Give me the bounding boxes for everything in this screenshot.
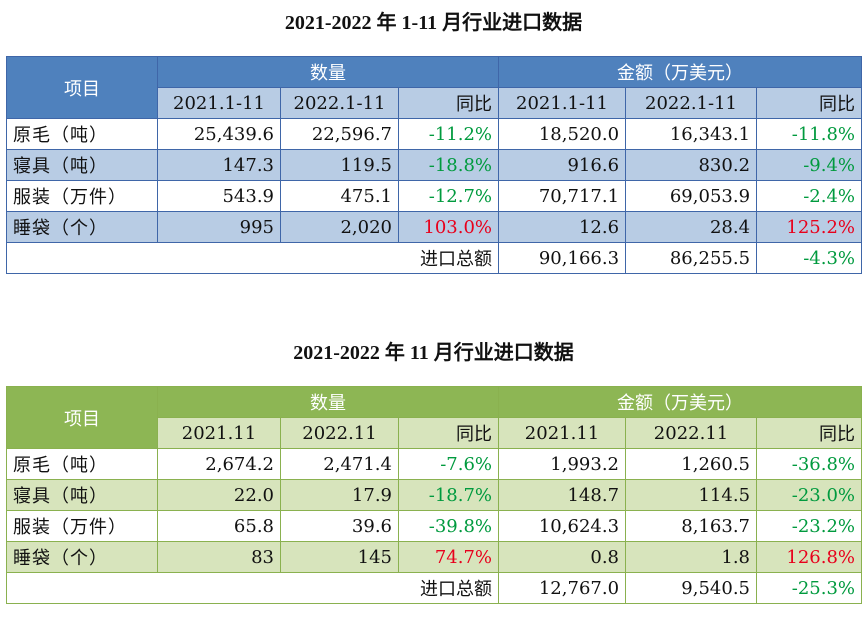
total-row: 进口总额 12,767.0 9,540.5 -25.3% [5,572,863,604]
quantity-yoy: -7.6% [397,448,500,480]
quantity-prev: 995 [157,211,281,243]
quantity-prev: 65.8 [157,510,281,542]
col-curr-amount: 2022.1-11 [625,87,758,119]
amount-curr: 8,163.7 [625,510,758,542]
amount-yoy: -11.8% [756,118,863,150]
quantity-yoy: 103.0% [397,211,500,243]
total-row: 进口总额 90,166.3 86,255.5 -4.3% [5,242,863,274]
quantity-curr: 17.9 [280,479,399,511]
quantity-group-header: 数量 [156,386,500,418]
amount-prev: 10,624.3 [498,510,627,542]
amount-curr: 16,343.1 [625,118,758,150]
amount-yoy: -9.4% [756,149,863,181]
row-item: 原毛（吨） [6,448,158,480]
quantity-curr: 2,471.4 [280,448,399,480]
col-prev-amount: 2021.1-11 [498,87,627,119]
table-row: 服装（万件） 65.8 39.6 -39.8% 10,624.3 8,163.7… [6,510,863,542]
item-header: 项目 [6,56,158,119]
total-label: 进口总额 [5,572,500,604]
table1-title: 2021-2022 年 1-11 月行业进口数据 [284,12,583,34]
quantity-group-header: 数量 [156,56,500,88]
quantity-prev: 543.9 [157,180,281,212]
table-row: 寝具（吨） 147.3 119.5 -18.8% 916.6 830.2 -9.… [6,149,863,181]
amount-yoy: -23.0% [756,479,863,511]
quantity-prev: 83 [157,541,281,573]
quantity-curr: 475.1 [280,180,399,212]
amount-yoy: 126.8% [756,541,863,573]
table-row: 服装（万件） 543.9 475.1 -12.7% 70,717.1 69,05… [6,180,863,212]
row-item: 睡袋（个） [6,211,158,243]
col-yoy-amount: 同比 [756,417,863,449]
col-yoy-amount: 同比 [756,87,863,119]
total-amount-curr: 9,540.5 [625,572,758,604]
table-row: 寝具（吨） 22.0 17.9 -18.7% 148.7 114.5 -23.0… [6,479,863,511]
col-curr-quantity: 2022.1-11 [280,87,399,119]
quantity-yoy: 74.7% [397,541,500,573]
quantity-yoy: -39.8% [397,510,500,542]
amount-prev: 148.7 [498,479,627,511]
quantity-curr: 39.6 [280,510,399,542]
col-curr-quantity: 2022.11 [280,417,399,449]
quantity-curr: 2,020 [280,211,399,243]
table2-import-data-nov: 项目 数量 金额（万美元） 2021.11 2022.11 同比 2021.11… [5,386,863,604]
row-item: 寝具（吨） [6,149,158,181]
amount-yoy: -23.2% [756,510,863,542]
col-curr-amount: 2022.11 [625,417,758,449]
table-row: 原毛（吨） 25,439.6 22,596.7 -11.2% 18,520.0 … [6,118,863,150]
row-item: 原毛（吨） [6,118,158,150]
quantity-curr: 22,596.7 [280,118,399,150]
total-amount-yoy: -25.3% [756,572,863,604]
col-prev-quantity: 2021.1-11 [157,87,281,119]
col-yoy-quantity: 同比 [397,417,500,449]
amount-curr: 69,053.9 [625,180,758,212]
quantity-yoy: -11.2% [397,118,500,150]
amount-group-header: 金额（万美元） [498,56,863,88]
row-item: 服装（万件） [6,180,158,212]
col-yoy-quantity: 同比 [397,87,500,119]
table-row: 睡袋（个） 83 145 74.7% 0.8 1.8 126.8% [6,541,863,573]
col-prev-amount: 2021.11 [498,417,627,449]
row-item: 睡袋（个） [6,541,158,573]
amount-prev: 0.8 [498,541,627,573]
total-amount-prev: 12,767.0 [498,572,627,604]
row-item: 服装（万件） [6,510,158,542]
total-amount-curr: 86,255.5 [625,242,758,274]
quantity-prev: 25,439.6 [157,118,281,150]
table1-import-data-jan-nov: 项目 数量 金额（万美元） 2021.1-11 2022.1-11 同比 202… [5,56,863,274]
quantity-curr: 119.5 [280,149,399,181]
item-header: 项目 [6,386,158,449]
quantity-prev: 22.0 [157,479,281,511]
amount-curr: 28.4 [625,211,758,243]
amount-curr: 1,260.5 [625,448,758,480]
amount-curr: 1.8 [625,541,758,573]
table-row: 睡袋（个） 995 2,020 103.0% 12.6 28.4 125.2% [6,211,863,243]
amount-yoy: 125.2% [756,211,863,243]
table2-title: 2021-2022 年 11 月行业进口数据 [293,342,574,364]
quantity-prev: 2,674.2 [157,448,281,480]
quantity-yoy: -18.8% [397,149,500,181]
quantity-curr: 145 [280,541,399,573]
row-item: 寝具（吨） [6,479,158,511]
total-amount-prev: 90,166.3 [498,242,627,274]
quantity-prev: 147.3 [157,149,281,181]
quantity-yoy: -12.7% [397,180,500,212]
amount-prev: 70,717.1 [498,180,627,212]
amount-prev: 1,993.2 [498,448,627,480]
amount-yoy: -36.8% [756,448,863,480]
total-label: 进口总额 [5,242,500,274]
amount-curr: 830.2 [625,149,758,181]
amount-prev: 12.6 [498,211,627,243]
amount-prev: 916.6 [498,149,627,181]
amount-prev: 18,520.0 [498,118,627,150]
quantity-yoy: -18.7% [397,479,500,511]
col-prev-quantity: 2021.11 [157,417,281,449]
amount-yoy: -2.4% [756,180,863,212]
amount-group-header: 金额（万美元） [498,386,863,418]
table-row: 原毛（吨） 2,674.2 2,471.4 -7.6% 1,993.2 1,26… [6,448,863,480]
amount-curr: 114.5 [625,479,758,511]
total-amount-yoy: -4.3% [756,242,863,274]
